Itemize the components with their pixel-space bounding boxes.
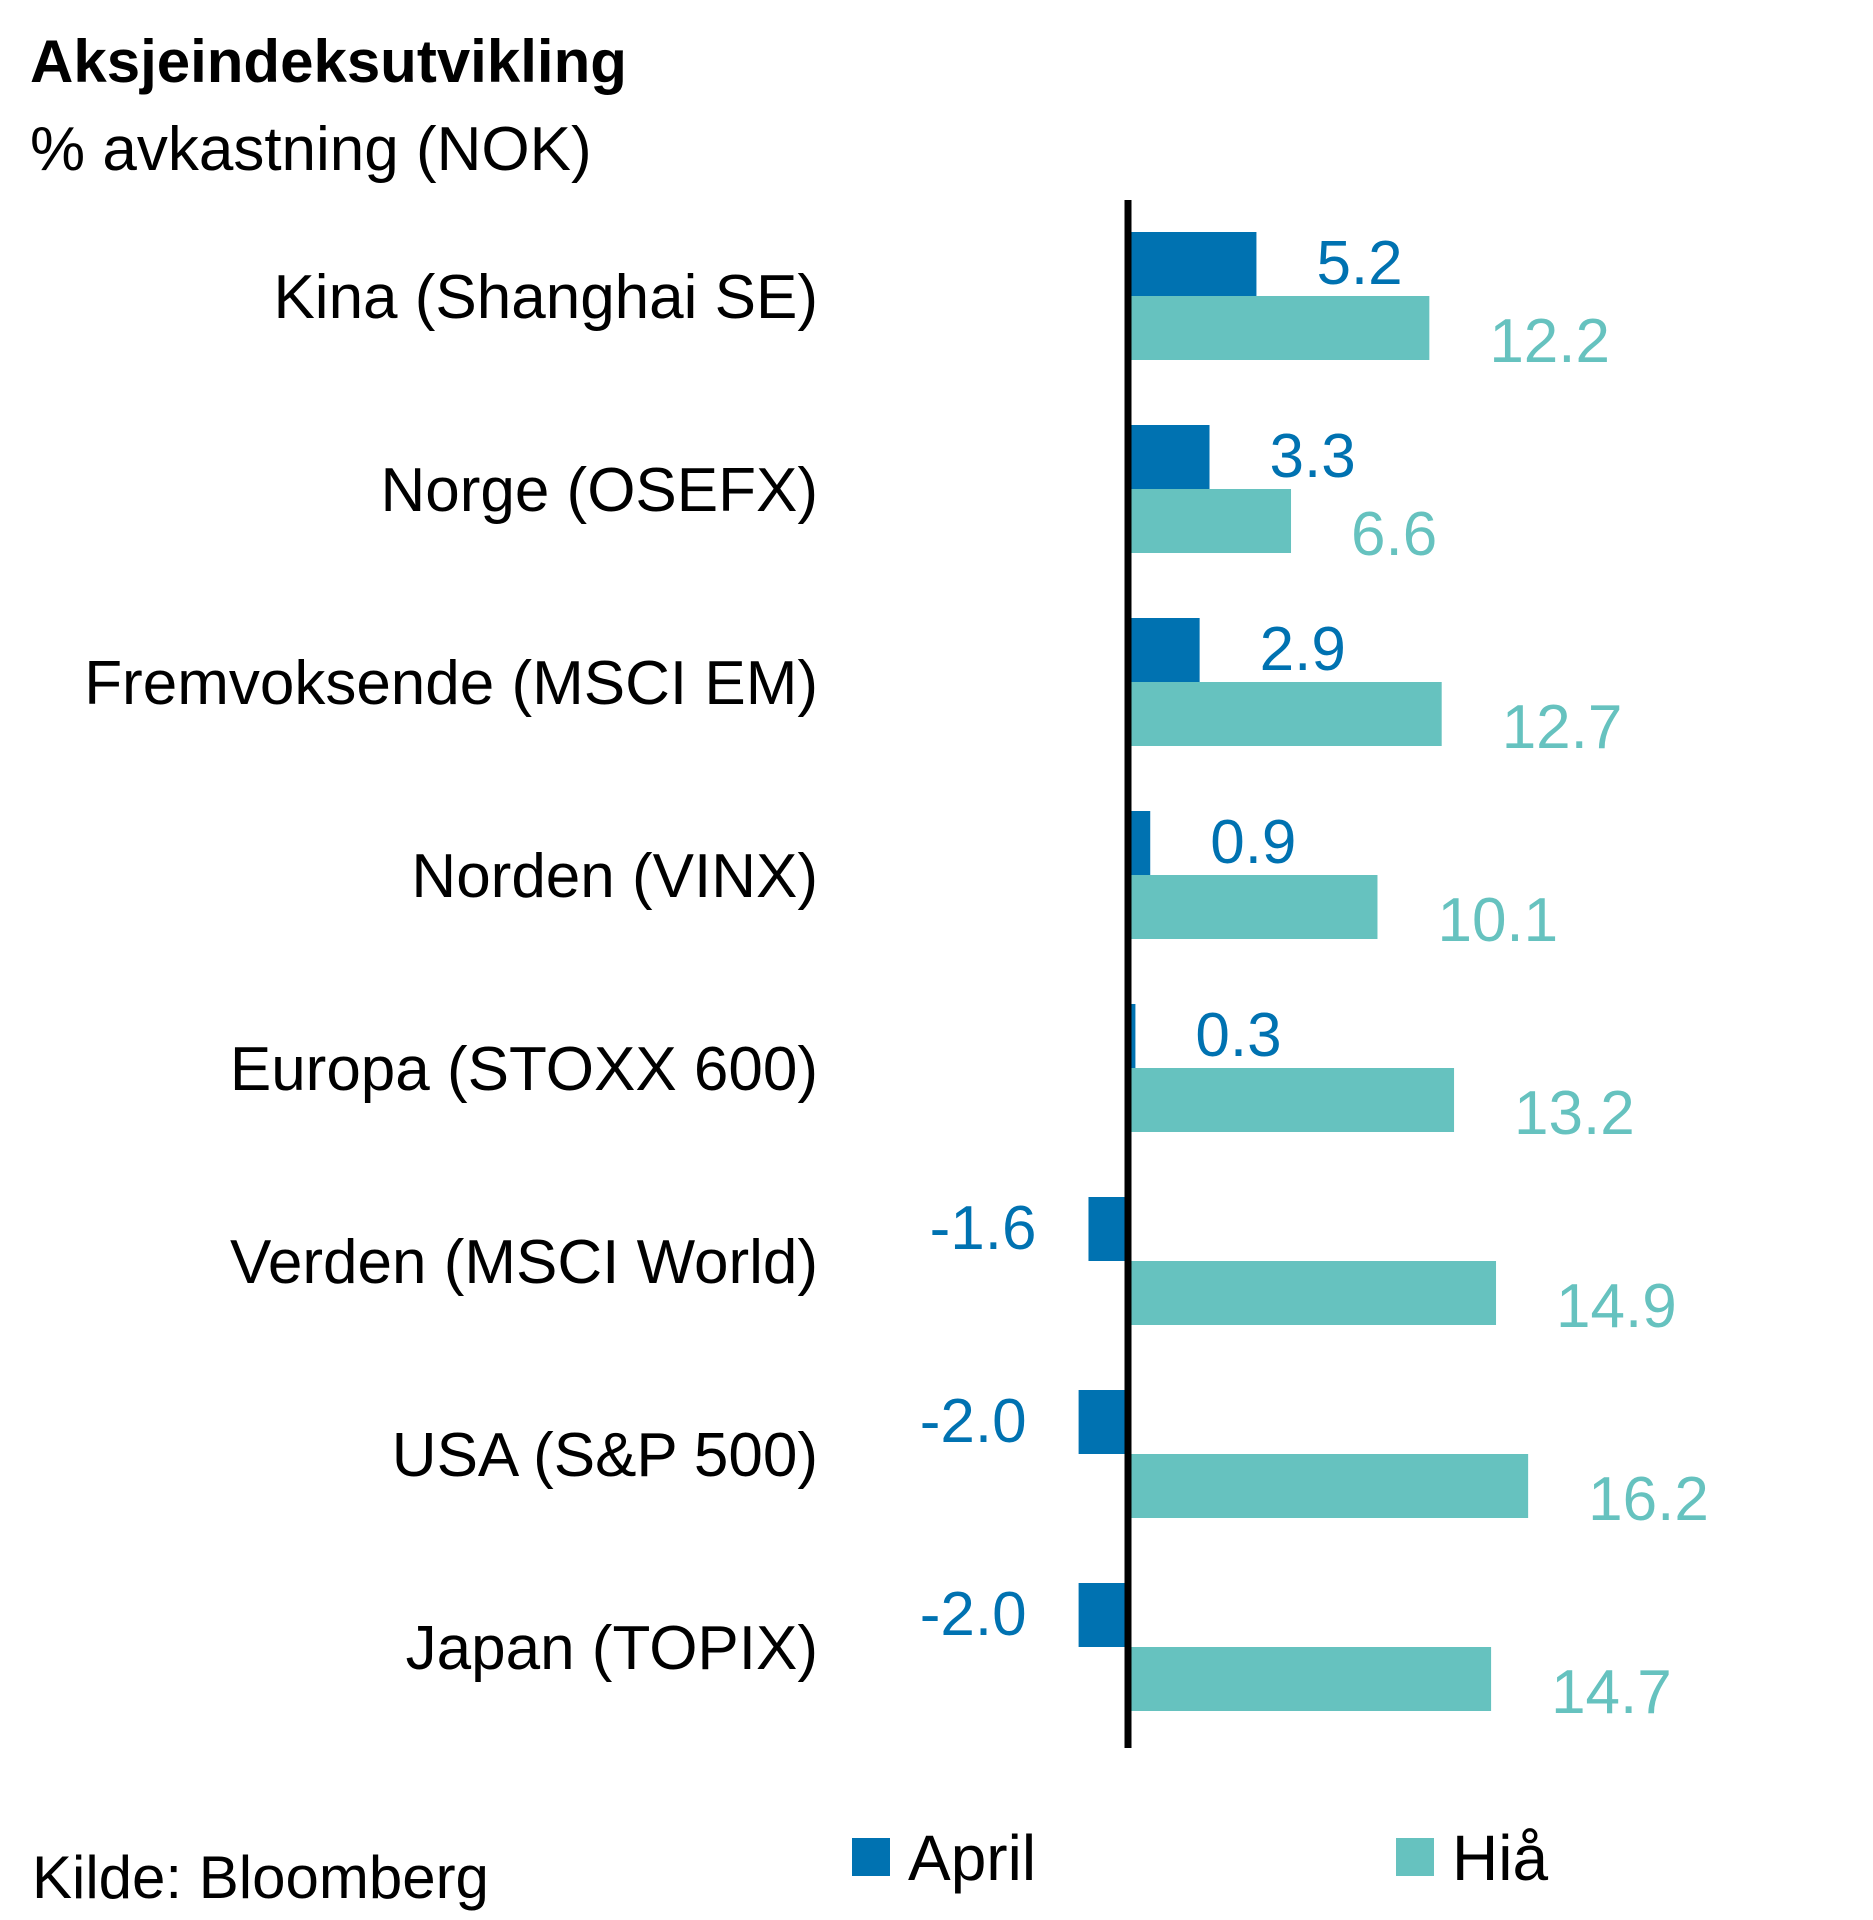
bar-hia	[1128, 682, 1442, 746]
category-label: Verden (MSCI World)	[230, 1228, 818, 1297]
chart-subtitle: % avkastning (NOK)	[30, 115, 592, 184]
category-label: Norden (VINX)	[411, 842, 818, 911]
legend: April Hiå	[852, 1822, 1548, 1894]
chart-title: Aksjeindeksutvikling	[30, 28, 627, 95]
data-label-april: 0.3	[1195, 1001, 1281, 1070]
category-label: Europa (STOXX 600)	[230, 1035, 818, 1104]
category-label: Kina (Shanghai SE)	[273, 263, 818, 332]
bar-april	[1128, 618, 1200, 682]
bar-april	[1078, 1390, 1128, 1454]
bar-april	[1128, 232, 1257, 296]
data-label-april: 3.3	[1270, 422, 1356, 491]
bar-hia	[1128, 296, 1430, 360]
bar-hia	[1128, 1068, 1455, 1132]
data-label-hia: 10.1	[1437, 886, 1558, 955]
legend-swatch-hia	[1396, 1838, 1434, 1876]
legend-label-hia: Hiå	[1452, 1822, 1548, 1894]
data-label-hia: 12.7	[1502, 693, 1623, 762]
data-label-april: 2.9	[1260, 615, 1346, 684]
bars-group: Kina (Shanghai SE) 5.2 12.2 Norge (OSEFX) 3.…	[84, 229, 1709, 1727]
bar-hia	[1128, 875, 1378, 939]
legend-swatch-april	[852, 1838, 890, 1876]
bar-april	[1128, 1004, 1136, 1068]
bar-hia	[1128, 1261, 1497, 1325]
data-label-hia: 12.2	[1489, 307, 1610, 376]
bar-hia	[1128, 489, 1292, 553]
legend-label-april: April	[908, 1822, 1036, 1894]
bar-hia	[1128, 1647, 1492, 1711]
data-label-april: 0.9	[1210, 808, 1296, 877]
data-label-april: 5.2	[1316, 229, 1402, 298]
category-label: USA (S&P 500)	[392, 1421, 818, 1490]
data-label-hia: 14.9	[1556, 1272, 1677, 1341]
source-note: Kilde: Bloomberg	[32, 1844, 489, 1911]
category-label: Fremvoksende (MSCI EM)	[84, 649, 818, 718]
data-label-april: -2.0	[920, 1580, 1027, 1649]
data-label-hia: 13.2	[1514, 1079, 1635, 1148]
data-label-hia: 16.2	[1588, 1465, 1709, 1534]
data-label-april: -2.0	[920, 1387, 1027, 1456]
bar-hia	[1128, 1454, 1529, 1518]
bar-april	[1078, 1583, 1128, 1647]
category-label: Norge (OSEFX)	[380, 456, 818, 525]
bar-april	[1088, 1197, 1128, 1261]
bar-april	[1128, 425, 1210, 489]
data-label-hia: 14.7	[1551, 1658, 1672, 1727]
bar-april	[1128, 811, 1151, 875]
category-label: Japan (TOPIX)	[406, 1614, 818, 1683]
data-label-hia: 6.6	[1351, 500, 1437, 569]
data-label-april: -1.6	[930, 1194, 1037, 1263]
